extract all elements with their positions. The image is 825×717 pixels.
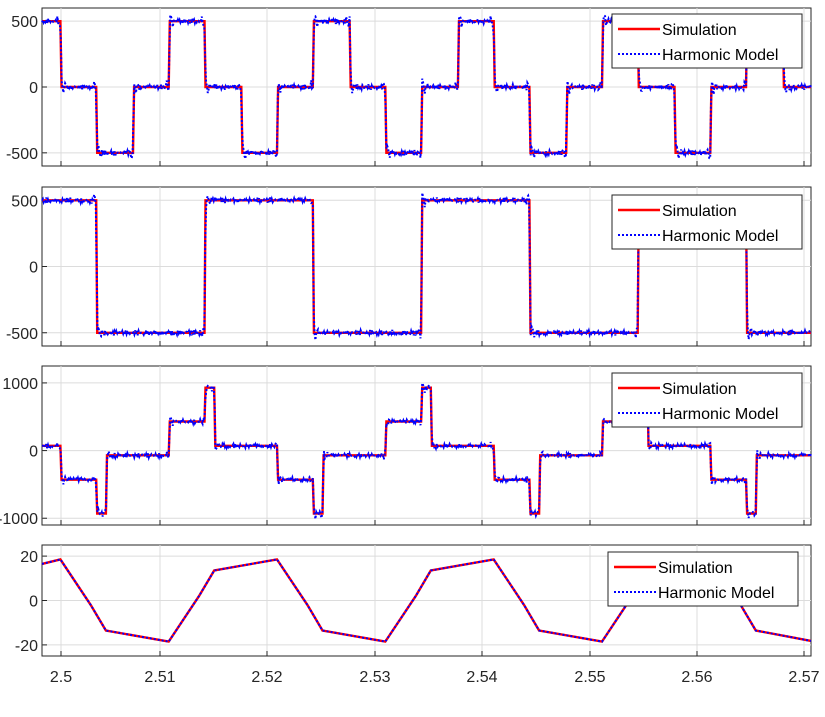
series bbox=[41, 381, 812, 520]
x-tick-label: 2.51 bbox=[144, 669, 175, 686]
y-tick-label: 20 bbox=[20, 549, 38, 566]
y-tick-label: 1000 bbox=[2, 376, 38, 393]
legend-label-harmonic-model: Harmonic Model bbox=[662, 47, 778, 64]
legend-box bbox=[607, 551, 799, 607]
y-tick-label: -20 bbox=[15, 638, 38, 655]
legend-label-harmonic-model: Harmonic Model bbox=[662, 228, 778, 245]
y-tick-label: -1000 bbox=[0, 511, 38, 528]
legend-label-simulation: Simulation bbox=[662, 22, 737, 39]
y-tick-label: 0 bbox=[29, 80, 38, 97]
y-tick-label: 500 bbox=[11, 14, 38, 31]
x-ticks: 2.5 2.51 2.52 2.53 2.54 2.55 2.56 2.57 bbox=[50, 669, 820, 686]
grid bbox=[42, 366, 811, 525]
y-tick-label: 0 bbox=[29, 444, 38, 461]
y-tick-label: 0 bbox=[29, 594, 38, 611]
subplot-2: 500 0 -500 Simulation Harmonic Model bbox=[6, 186, 812, 347]
x-tick-label: 2.54 bbox=[466, 669, 497, 686]
legend: Simulation Harmonic Model bbox=[607, 551, 799, 607]
legend: Simulation Harmonic Model bbox=[611, 13, 803, 69]
series bbox=[41, 11, 812, 163]
x-tick-label: 2.55 bbox=[574, 669, 605, 686]
legend-label-simulation: Simulation bbox=[662, 381, 737, 398]
y-ticks: 1000 0 -1000 bbox=[0, 376, 38, 528]
y-tick-label: 500 bbox=[11, 193, 38, 210]
subplot-3: 1000 0 -1000 Simulation Harmonic Model bbox=[0, 365, 812, 528]
y-tick-label: 0 bbox=[29, 260, 38, 277]
y-ticks: 500 0 -500 bbox=[6, 193, 38, 343]
series-harmonic-model bbox=[41, 381, 812, 520]
y-ticks: 20 0 -20 bbox=[15, 549, 38, 655]
y-ticks: 500 0 -500 bbox=[6, 14, 38, 163]
series-harmonic-model bbox=[41, 11, 812, 163]
x-tick-label: 2.53 bbox=[359, 669, 390, 686]
x-tick-label: 2.5 bbox=[50, 669, 72, 686]
y-tick-label: -500 bbox=[6, 326, 38, 343]
legend-label-harmonic-model: Harmonic Model bbox=[662, 406, 778, 423]
subplot-1: 500 0 -500 Simulation Harmonic Model bbox=[6, 7, 812, 167]
legend-box bbox=[611, 13, 803, 69]
subplot-4: 20 0 -20 2.5 2.51 2.52 2.53 2.54 2.55 2.… bbox=[15, 544, 820, 686]
legend-label-simulation: Simulation bbox=[658, 560, 733, 577]
legend-box bbox=[611, 194, 803, 250]
x-tick-label: 2.52 bbox=[251, 669, 282, 686]
legend: Simulation Harmonic Model bbox=[611, 194, 803, 250]
y-tick-label: -500 bbox=[6, 146, 38, 163]
legend: Simulation Harmonic Model bbox=[611, 372, 803, 428]
legend-label-harmonic-model: Harmonic Model bbox=[658, 585, 774, 602]
legend-box bbox=[611, 372, 803, 428]
legend-label-simulation: Simulation bbox=[662, 203, 737, 220]
x-tick-label: 2.56 bbox=[681, 669, 712, 686]
x-tick-label: 2.57 bbox=[788, 669, 819, 686]
